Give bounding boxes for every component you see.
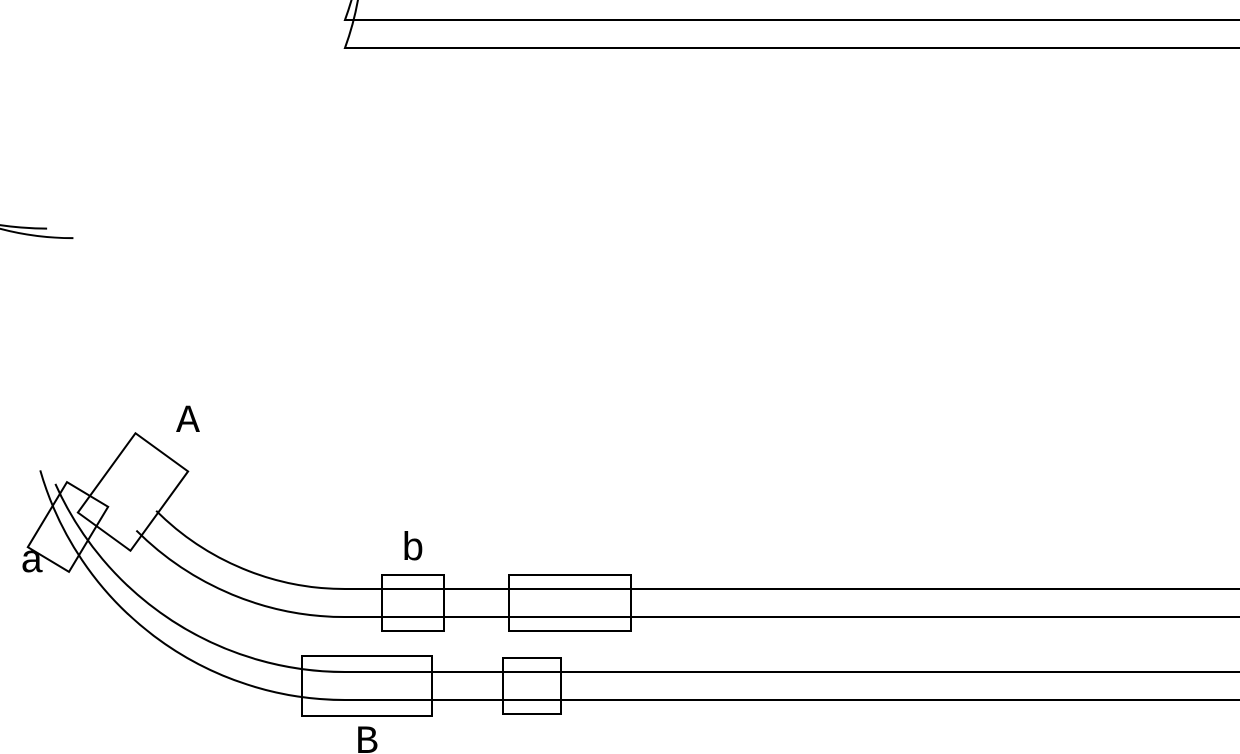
track-mid-lower (136, 531, 1240, 617)
label-a: a (20, 540, 44, 585)
label-b: b (401, 528, 425, 573)
label-B: B (355, 721, 379, 754)
box-right-bottom (503, 658, 561, 714)
box-b-small (382, 575, 444, 631)
track-diagram: A a b B (0, 0, 1240, 754)
box-A-large (78, 433, 188, 550)
box-right-mid (509, 575, 631, 631)
track-bottom-upper (55, 484, 1240, 672)
track-mid-upper (156, 511, 1240, 589)
track-bottom-lower (40, 470, 1240, 700)
track-top-inner (0, 0, 1240, 238)
box-B-large (302, 656, 432, 716)
track-top-outer (0, 0, 1240, 229)
label-A: A (176, 400, 200, 445)
